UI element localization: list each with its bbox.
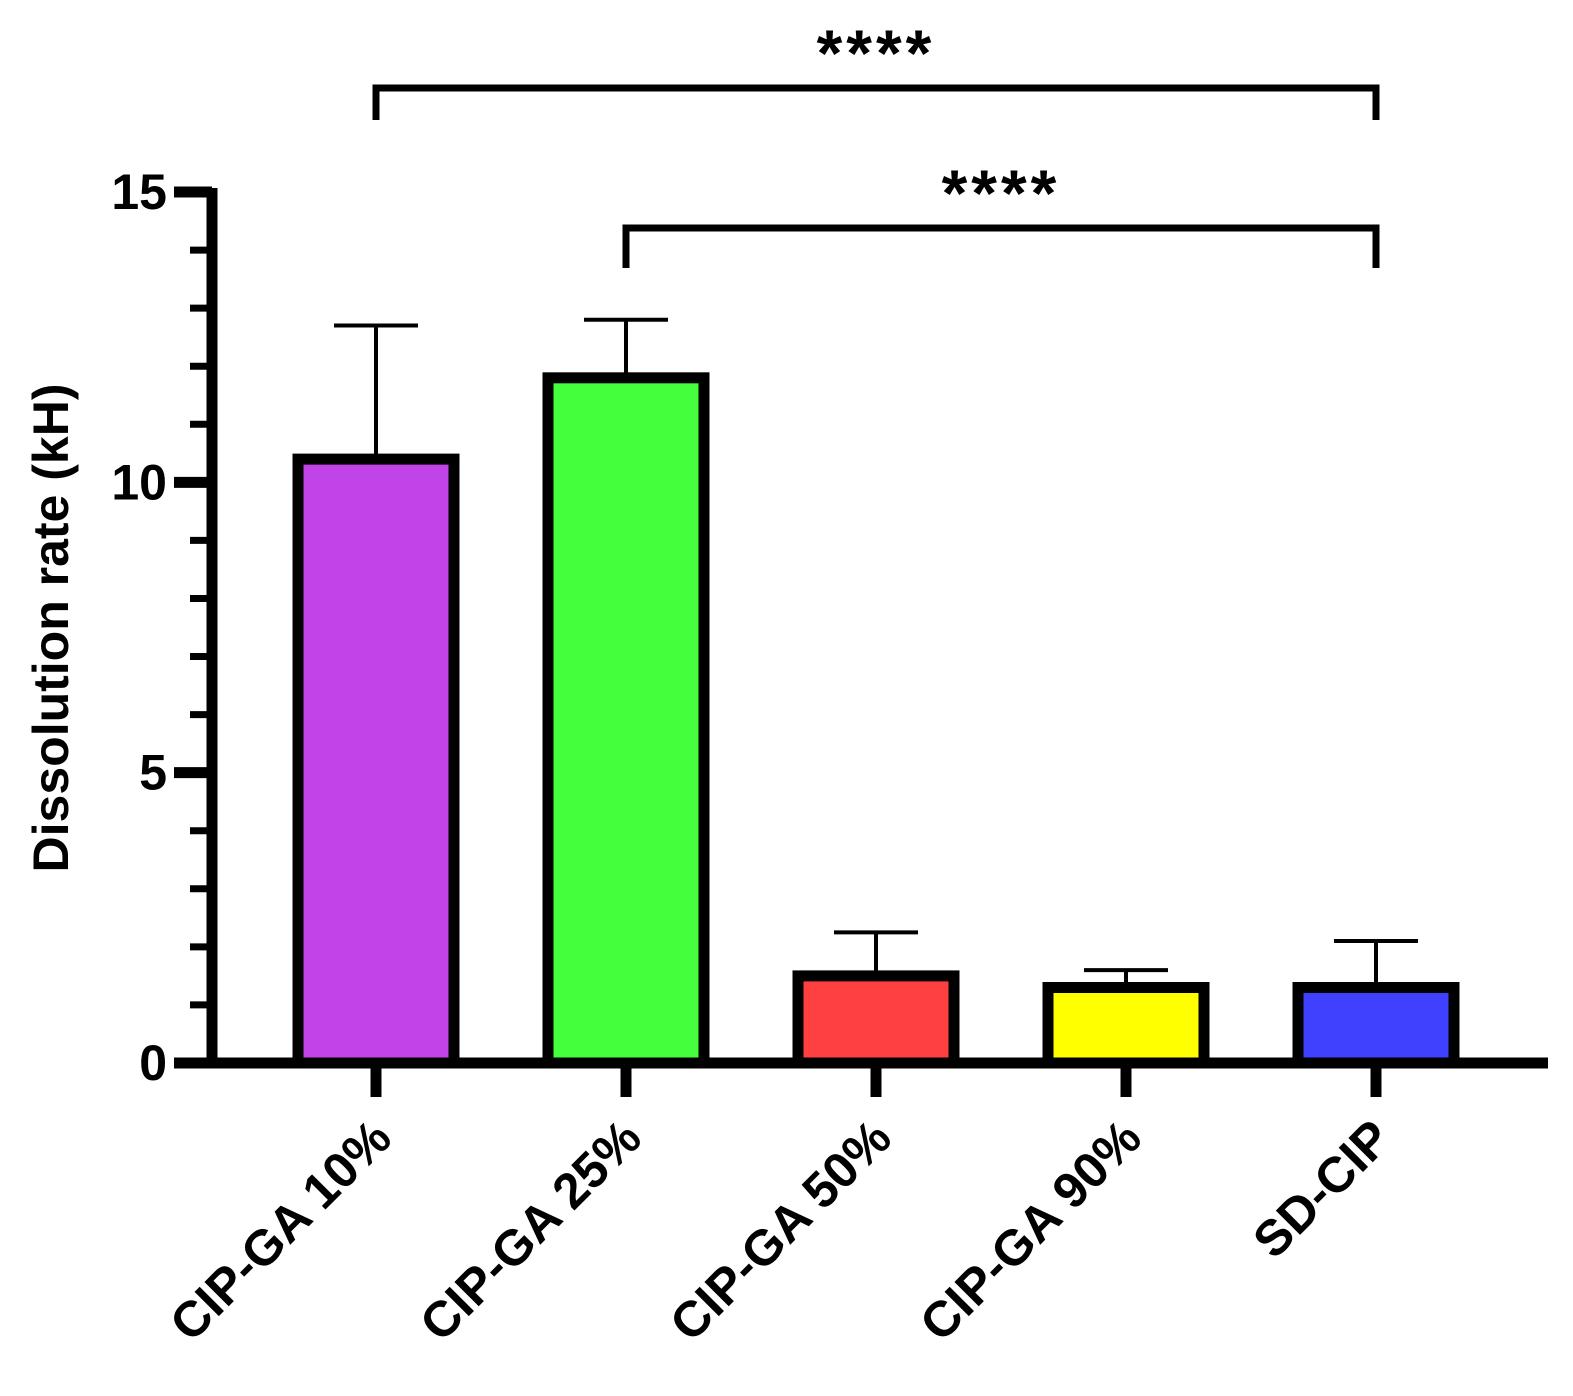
significance-brackets: ******** xyxy=(372,16,1380,268)
bar xyxy=(792,970,960,1069)
significance-label: **** xyxy=(817,16,936,90)
bars xyxy=(292,372,1460,1069)
bar xyxy=(1042,982,1210,1069)
y-axis-title: Dissolution rate (kH) xyxy=(23,384,79,873)
x-tick-label: CIP-GA 25% xyxy=(409,1109,652,1352)
x-axis: CIP-GA 10% CIP-GA 25% CIP-GA 50% CIP-GA 90%… xyxy=(159,1057,1548,1352)
significance-bracket xyxy=(372,84,1380,120)
significance-bracket xyxy=(622,224,1380,268)
x-tick-label: CIP-GA 90% xyxy=(909,1109,1152,1352)
bar xyxy=(542,372,710,1069)
x-tick-label: CIP-GA 10% xyxy=(159,1109,402,1352)
significance-label: **** xyxy=(942,156,1061,230)
error-bars xyxy=(334,317,1418,988)
y-tick-label: 15 xyxy=(111,164,167,220)
y-tick-label: 10 xyxy=(111,454,167,510)
y-tick-label: 5 xyxy=(139,745,167,801)
bar xyxy=(1292,982,1460,1069)
bar xyxy=(292,453,460,1069)
x-tick-label: CIP-GA 50% xyxy=(659,1109,902,1352)
x-tick-label: SD-CIP xyxy=(1242,1109,1401,1268)
y-tick-label: 0 xyxy=(139,1035,167,1091)
y-axis: 0 5 10 15 xyxy=(111,164,218,1091)
